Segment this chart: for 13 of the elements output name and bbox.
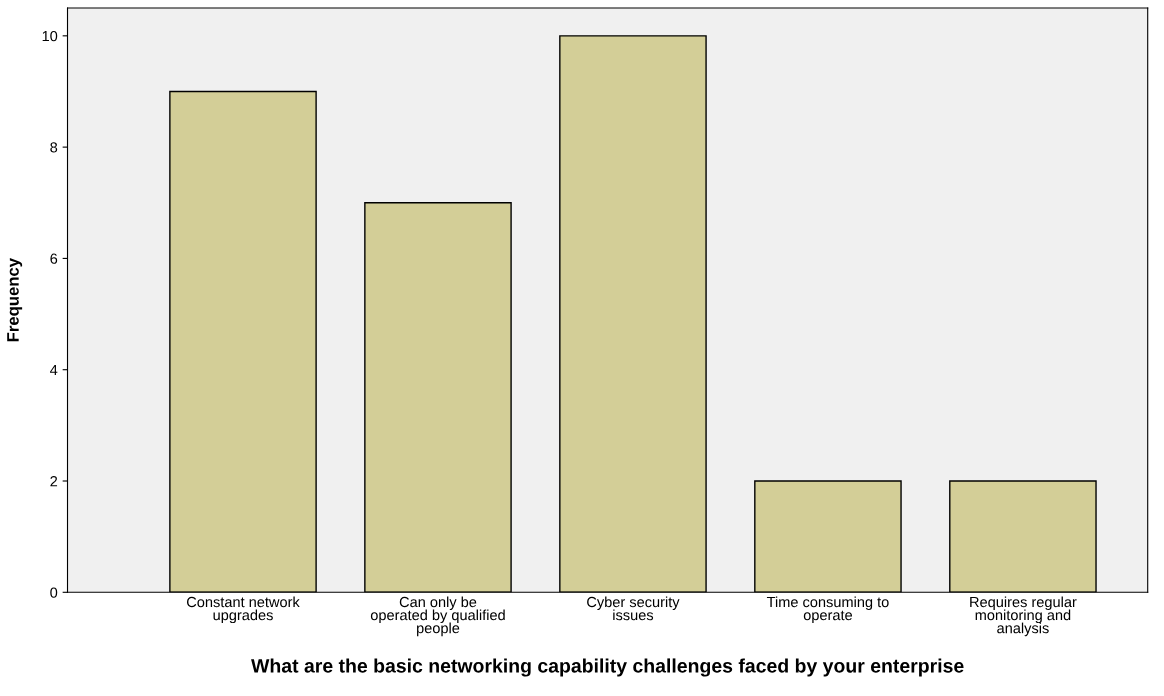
y-tick-label: 2 <box>50 476 58 487</box>
x-tick-label: Can only be operated by qualified people <box>370 596 505 637</box>
x-tick-label: Requires regular monitoring and analysis <box>970 596 1077 637</box>
y-tick-label: 0 <box>50 587 58 598</box>
x-tick-label: Time consuming to operate <box>766 596 889 624</box>
y-tick-label: 8 <box>50 142 58 153</box>
x-tick-label: Cyber security issues <box>587 596 680 621</box>
x-tick-label: Constant network upgrades <box>187 596 300 624</box>
y-tick-label: 10 <box>42 30 58 42</box>
y-axis-title: Frequency <box>7 258 23 342</box>
y-tick-label: 4 <box>50 364 58 375</box>
x-axis-title: What are the basic networking capability challenges faced by your enterprise <box>251 658 964 677</box>
y-tick-label: 6 <box>50 253 58 264</box>
